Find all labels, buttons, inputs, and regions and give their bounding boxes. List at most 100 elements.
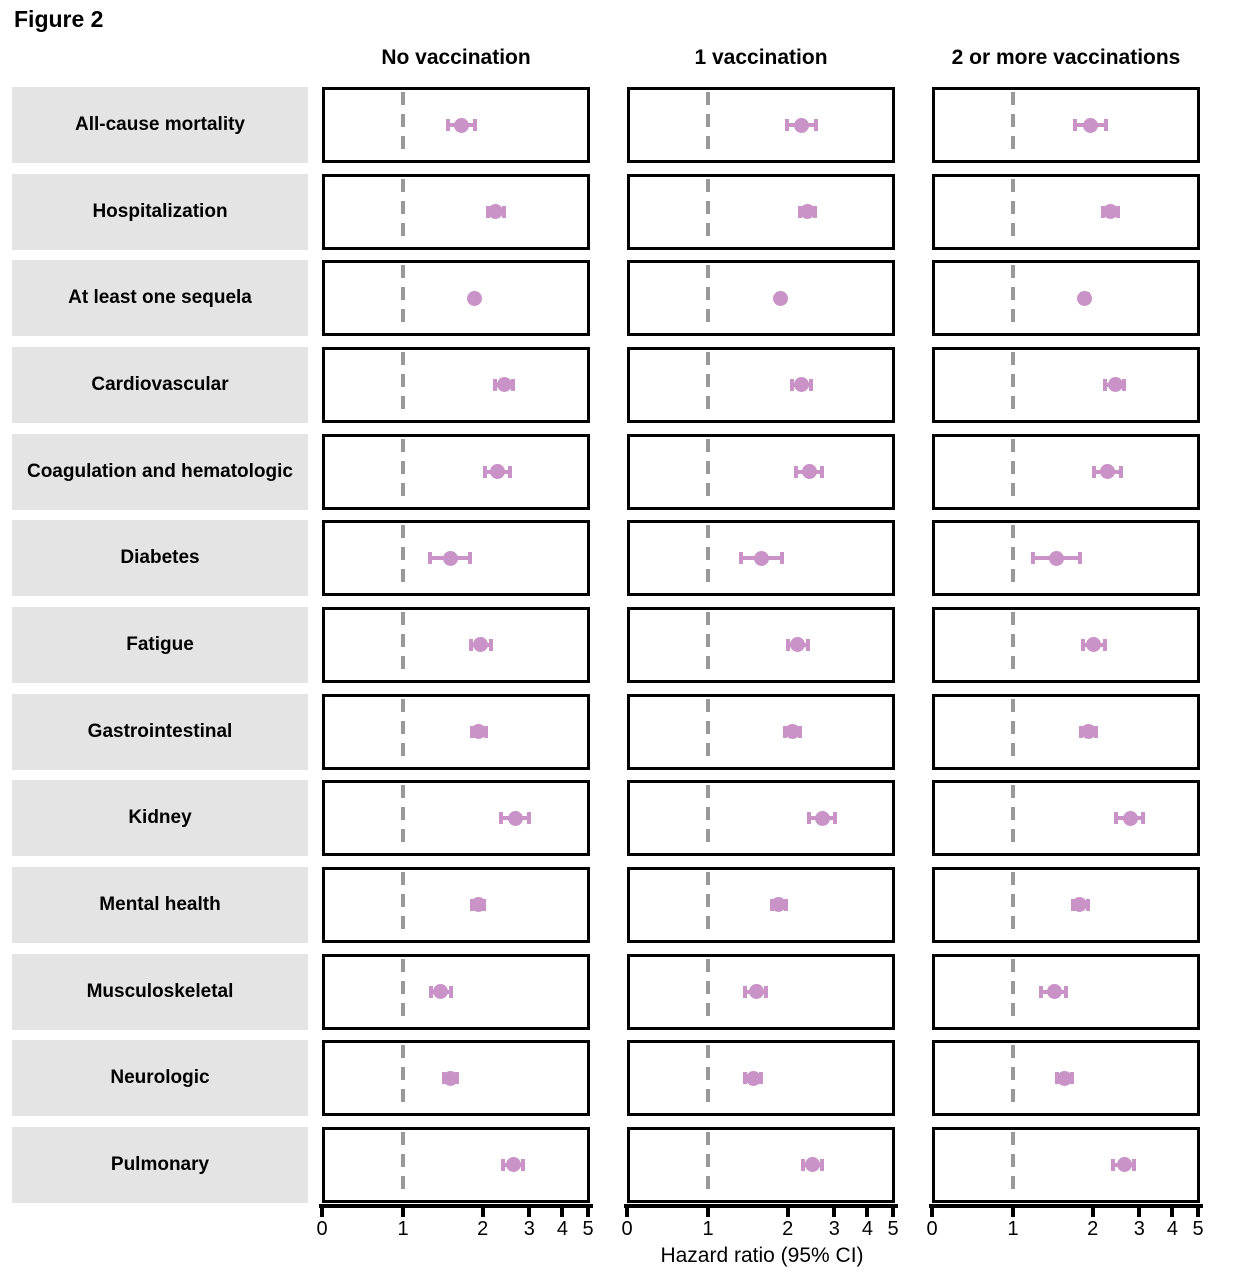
- point-estimate: [442, 1070, 458, 1086]
- reference-line: [1011, 785, 1015, 852]
- x-axis-tick-label: 0: [316, 1218, 328, 1240]
- ci-cap-left: [468, 638, 473, 651]
- forest-panel: [322, 433, 590, 510]
- ci-cap-left: [785, 638, 790, 651]
- ci-cap-left: [743, 1072, 748, 1085]
- reference-line: [401, 1045, 405, 1112]
- x-axis-tick-label: 5: [887, 1218, 899, 1240]
- ci-cap-left: [1073, 119, 1077, 131]
- x-axis-tick: [785, 1208, 790, 1217]
- ci-cap-left: [783, 725, 788, 738]
- reference-line: [706, 871, 710, 938]
- ci-cap-right: [763, 985, 768, 998]
- ci-cap-right: [819, 465, 824, 478]
- point-estimate: [470, 897, 486, 913]
- x-axis-tick: [1137, 1208, 1142, 1217]
- point-estimate: [505, 1157, 521, 1173]
- outcome-label: Diabetes: [12, 520, 308, 597]
- x-axis-tick: [1170, 1208, 1175, 1217]
- outcome-label: At least one sequela: [12, 260, 308, 337]
- reference-line: [706, 438, 710, 505]
- forest-panel: [322, 87, 590, 163]
- forest-panel: [932, 173, 1200, 250]
- reference-line: [1011, 351, 1015, 418]
- ci-cap-left: [1113, 812, 1118, 825]
- point-estimate: [753, 550, 769, 566]
- reference-line: [1011, 698, 1015, 765]
- point-estimate: [507, 810, 523, 826]
- reference-line: [401, 351, 405, 418]
- x-axis-tick: [320, 1208, 324, 1217]
- point-estimate: [454, 117, 470, 133]
- forest-panel: [932, 87, 1200, 163]
- reference-line: [706, 1131, 710, 1198]
- forest-panel: [932, 433, 1200, 510]
- point-estimate: [1099, 464, 1115, 480]
- ci-cap-left: [1080, 638, 1085, 651]
- x-axis-tick: [865, 1208, 870, 1217]
- x-axis-tick: [930, 1208, 934, 1217]
- x-axis-tick: [401, 1208, 405, 1217]
- point-estimate: [799, 204, 815, 220]
- forest-panel: [627, 780, 895, 857]
- reference-line: [706, 785, 710, 852]
- ci-cap-right: [1116, 205, 1121, 218]
- reference-line: [706, 92, 710, 158]
- ci-cap-right: [508, 465, 513, 478]
- forest-panel: [932, 606, 1200, 683]
- ci-cap-right: [798, 725, 803, 738]
- x-axis-tick-label: 1: [1007, 1218, 1019, 1240]
- ci-cap-right: [1122, 378, 1127, 391]
- reference-line: [706, 611, 710, 678]
- x-axis-tick: [480, 1208, 485, 1217]
- forest-panel: [932, 953, 1200, 1030]
- point-estimate: [748, 984, 764, 999]
- outcome-label: Kidney: [12, 780, 308, 857]
- ci-cap-right: [759, 1072, 764, 1085]
- point-estimate: [1080, 724, 1096, 740]
- x-axis-tick: [527, 1208, 532, 1217]
- x-axis-tick: [586, 1208, 591, 1217]
- point-estimate: [473, 637, 489, 653]
- ci-cap-right: [832, 812, 837, 825]
- outcome-label: Fatigue: [12, 606, 308, 683]
- ci-cap-right: [448, 985, 453, 998]
- x-axis-tick-label: 4: [556, 1218, 568, 1240]
- ci-cap-left: [485, 205, 490, 218]
- ci-cap-right: [1085, 898, 1090, 911]
- reference-line: [1011, 92, 1015, 158]
- point-estimate: [1049, 550, 1064, 566]
- x-axis-tick-label: 4: [1166, 1218, 1178, 1240]
- forest-panel: [627, 260, 895, 337]
- point-estimate: [489, 464, 505, 480]
- reference-line: [1011, 178, 1015, 245]
- reference-line: [706, 698, 710, 765]
- x-axis-tick-label: 0: [621, 1218, 633, 1240]
- ci-cap-left: [794, 465, 799, 478]
- outcome-label: Coagulation and hematologic: [12, 433, 308, 510]
- reference-line: [1011, 438, 1015, 505]
- ci-cap-left: [1031, 552, 1036, 565]
- reference-line: [401, 438, 405, 505]
- reference-line: [1011, 958, 1015, 1025]
- reference-line: [706, 958, 710, 1025]
- x-axis-tick-label: 3: [523, 1218, 535, 1240]
- point-estimate: [771, 897, 787, 913]
- point-estimate: [794, 117, 810, 133]
- ci-cap-right: [780, 552, 784, 565]
- ci-cap-right: [1140, 812, 1145, 825]
- ci-cap-left: [1091, 465, 1096, 478]
- ci-cap-left: [501, 1158, 506, 1171]
- forest-panel: [322, 346, 590, 423]
- point-estimate: [467, 290, 483, 306]
- reference-line: [401, 265, 405, 332]
- forest-panel: [932, 693, 1200, 770]
- ci-cap-left: [427, 552, 432, 565]
- forest-panel: [932, 346, 1200, 423]
- x-axis-tick: [891, 1208, 896, 1217]
- outcome-label: All-cause mortality: [12, 87, 308, 163]
- reference-line: [401, 525, 405, 592]
- forest-panel: [322, 173, 590, 250]
- outcome-label: Gastrointestinal: [12, 693, 308, 770]
